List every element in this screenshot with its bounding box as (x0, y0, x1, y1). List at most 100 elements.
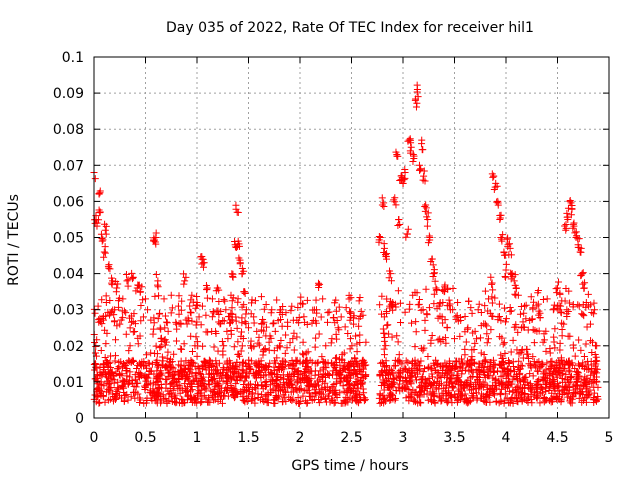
data-point (515, 357, 523, 365)
data-point (531, 361, 539, 369)
data-point (257, 326, 265, 334)
data-point (222, 372, 230, 380)
data-point (354, 361, 362, 369)
data-point (451, 335, 458, 343)
x-tick-label: 1.5 (237, 430, 259, 446)
data-point (514, 328, 522, 336)
data-point (383, 295, 391, 303)
data-point (100, 361, 108, 369)
data-point (566, 361, 574, 369)
data-point (222, 384, 230, 392)
data-point (255, 333, 263, 341)
data-point (287, 307, 295, 315)
data-point (461, 345, 469, 353)
data-point (519, 385, 527, 393)
data-point (143, 381, 151, 389)
data-point (519, 318, 527, 326)
data-point (212, 327, 220, 335)
data-point (97, 346, 105, 354)
data-point (131, 320, 139, 328)
data-point (360, 358, 368, 366)
data-point (180, 340, 188, 348)
data-point (515, 366, 523, 374)
data-point (158, 361, 166, 369)
data-point (294, 371, 302, 379)
data-point (95, 206, 103, 214)
data-point (285, 393, 293, 401)
data-point (188, 348, 196, 356)
data-point (150, 325, 158, 333)
data-point (94, 385, 102, 393)
data-point (430, 290, 438, 298)
data-point (215, 318, 223, 326)
data-point (539, 338, 547, 346)
data-point (502, 260, 510, 268)
data-point (289, 316, 297, 324)
data-point (525, 384, 533, 392)
data-point (396, 368, 404, 376)
y-tick-label: 0.04 (53, 267, 84, 283)
data-point (461, 312, 469, 320)
data-point (237, 347, 245, 355)
data-point (392, 387, 400, 395)
data-point (131, 371, 139, 379)
data-point (408, 319, 415, 327)
data-point (266, 359, 274, 367)
data-point (418, 136, 426, 144)
data-point (469, 394, 477, 402)
data-point (103, 329, 111, 337)
data-point (239, 393, 247, 401)
data-point (150, 370, 158, 378)
data-point (111, 352, 119, 360)
data-point (156, 324, 164, 332)
data-point (305, 378, 313, 386)
data-point (332, 307, 340, 315)
data-point (277, 360, 285, 368)
data-point (379, 371, 387, 379)
data-point (413, 391, 421, 399)
data-point (254, 339, 262, 347)
data-point (356, 313, 364, 321)
data-point (425, 304, 433, 312)
data-point (380, 199, 388, 207)
data-point (574, 360, 582, 368)
data-point (177, 395, 185, 403)
data-point (110, 318, 118, 326)
data-point (564, 308, 572, 316)
data-point (164, 327, 172, 335)
data-point (507, 368, 515, 376)
data-point (246, 387, 254, 395)
data-point (124, 282, 132, 290)
data-point (581, 279, 589, 287)
data-point (484, 335, 492, 343)
data-point (268, 370, 276, 378)
data-point (135, 281, 143, 289)
data-point (258, 320, 266, 328)
data-point (475, 300, 483, 308)
data-point (549, 381, 557, 389)
data-point (91, 349, 99, 357)
data-point (125, 347, 133, 355)
data-point (565, 379, 573, 387)
data-point (228, 270, 236, 278)
data-point (320, 359, 328, 367)
data-point (260, 305, 268, 313)
data-point (130, 310, 138, 318)
data-point (385, 377, 393, 385)
data-point (420, 344, 428, 352)
data-point (386, 392, 394, 400)
data-point (164, 387, 172, 395)
data-point (511, 290, 519, 298)
data-point (143, 351, 151, 359)
data-point (346, 335, 354, 343)
data-point (134, 340, 142, 348)
data-point (390, 362, 398, 370)
data-point (260, 346, 268, 354)
data-point (554, 382, 562, 390)
data-point (590, 310, 598, 318)
data-point (534, 300, 542, 308)
data-point (571, 389, 579, 397)
data-point (483, 322, 491, 330)
data-point (161, 312, 169, 320)
data-point (314, 371, 322, 379)
